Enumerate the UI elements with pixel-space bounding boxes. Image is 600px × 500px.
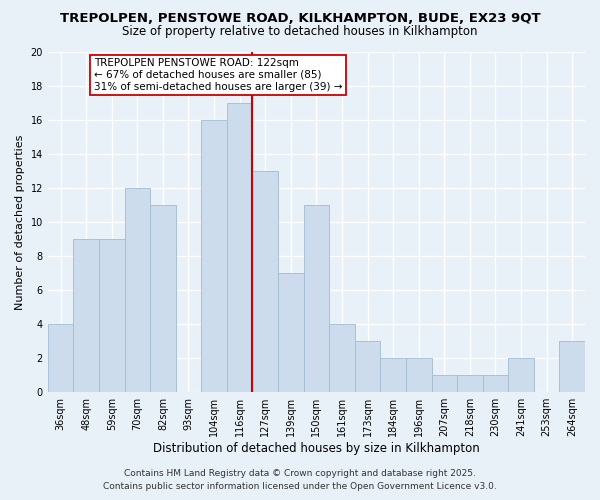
Bar [125,188,150,392]
Bar [201,120,227,392]
Bar [406,358,431,392]
Bar [73,239,99,392]
Bar [304,205,329,392]
Bar [482,375,508,392]
Text: TREPOLPEN, PENSTOWE ROAD, KILKHAMPTON, BUDE, EX23 9QT: TREPOLPEN, PENSTOWE ROAD, KILKHAMPTON, B… [59,12,541,26]
Bar [227,102,253,392]
Text: TREPOLPEN PENSTOWE ROAD: 122sqm
← 67% of detached houses are smaller (85)
31% of: TREPOLPEN PENSTOWE ROAD: 122sqm ← 67% of… [94,58,343,92]
Bar [380,358,406,392]
Bar [150,205,176,392]
Bar [48,324,73,392]
X-axis label: Distribution of detached houses by size in Kilkhampton: Distribution of detached houses by size … [153,442,480,455]
Bar [329,324,355,392]
Bar [355,341,380,392]
Bar [457,375,482,392]
Text: Contains HM Land Registry data © Crown copyright and database right 2025.
Contai: Contains HM Land Registry data © Crown c… [103,470,497,491]
Y-axis label: Number of detached properties: Number of detached properties [15,134,25,310]
Bar [431,375,457,392]
Bar [278,273,304,392]
Bar [559,341,585,392]
Bar [99,239,125,392]
Bar [253,170,278,392]
Bar [508,358,534,392]
Text: Size of property relative to detached houses in Kilkhampton: Size of property relative to detached ho… [122,25,478,38]
